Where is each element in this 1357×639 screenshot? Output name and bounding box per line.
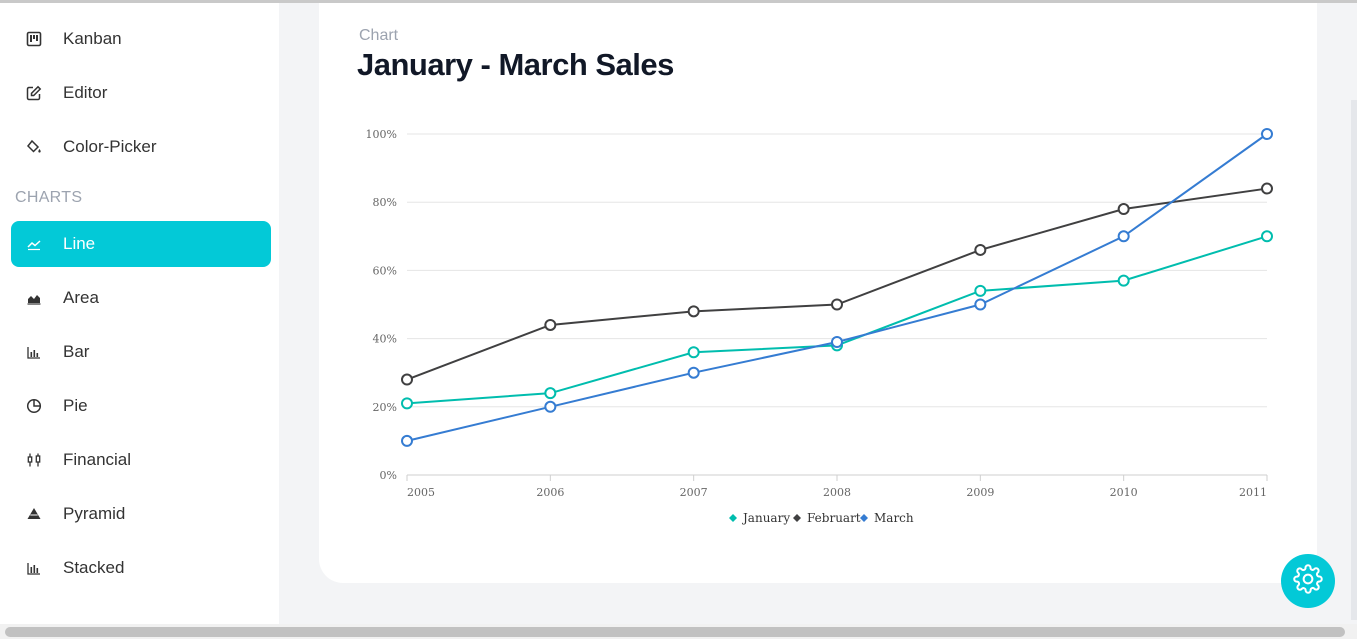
stacked-chart-icon: [25, 559, 43, 577]
data-point-march: [974, 298, 987, 311]
sidebar-item-bar[interactable]: Bar: [11, 329, 271, 375]
legend-marker: [729, 514, 737, 522]
page-title: January - March Sales: [357, 47, 674, 82]
data-point-februart: [974, 243, 987, 256]
data-point-january: [544, 387, 557, 400]
x-tick-label: 2006: [536, 486, 564, 499]
data-point-january: [974, 284, 987, 297]
x-tick-label: 2011: [1239, 486, 1267, 499]
kanban-icon: [25, 30, 43, 48]
gear-icon: [1293, 563, 1323, 599]
sidebar-item-pyramid[interactable]: Pyramid: [11, 491, 271, 537]
data-point-februart: [401, 373, 413, 386]
sidebar-item-stacked[interactable]: Stacked: [11, 545, 271, 591]
sidebar-item-color-picker[interactable]: Color-Picker: [11, 124, 271, 170]
data-point-january: [1261, 230, 1273, 243]
y-tick-label: 0%: [380, 469, 397, 482]
y-tick-label: 60%: [373, 264, 397, 277]
data-point-march: [687, 366, 700, 379]
chart-card: Chart January - March Sales 0% 20% 40% 60% 8…: [319, 3, 1317, 583]
sidebar-item-label: Bar: [63, 342, 90, 361]
sidebar-item-label: Pyramid: [63, 504, 126, 523]
sidebar: Kanban Editor Color-Picker CHARTS Line A…: [0, 3, 279, 624]
candlestick-icon: [25, 451, 43, 469]
sidebar-item-label: Color-Picker: [63, 137, 157, 156]
data-point-january: [1117, 274, 1130, 287]
line-chart-icon: [25, 235, 43, 253]
line-chart: 0% 20% 40% 60% 80% 100% 2005 2006 2007 2008 2009 20…: [366, 128, 1273, 525]
sidebar-item-pie[interactable]: Pie: [11, 383, 271, 429]
legend-label: January: [741, 511, 790, 525]
sidebar-item-label: Area: [63, 288, 99, 307]
y-tick-label: 40%: [373, 333, 397, 346]
data-point-februart: [1261, 182, 1273, 195]
sidebar-item-label: Financial: [63, 450, 132, 469]
legend-marker: [860, 514, 868, 522]
area-chart-icon: [25, 289, 43, 307]
settings-button[interactable]: [1281, 554, 1335, 608]
sidebar-item-label: Kanban: [63, 29, 122, 48]
x-tick-label: 2007: [680, 486, 708, 499]
data-point-march: [544, 400, 557, 413]
sidebar-item-area[interactable]: Area: [11, 275, 271, 321]
data-point-februart: [687, 305, 700, 318]
data-point-februart: [544, 318, 557, 331]
data-point-january: [401, 397, 413, 410]
vertical-scrollbar[interactable]: [1351, 100, 1357, 620]
x-tick-label: 2010: [1110, 486, 1138, 499]
data-point-februart: [1117, 203, 1130, 216]
edit-icon: [25, 84, 43, 102]
data-point-march: [1117, 230, 1130, 243]
horizontal-scrollbar[interactable]: [0, 624, 1357, 639]
sidebar-item-financial[interactable]: Financial: [11, 437, 271, 483]
legend-label: Februart: [807, 511, 861, 525]
sidebar-item-kanban[interactable]: Kanban: [11, 16, 271, 62]
y-tick-label: 20%: [373, 401, 397, 414]
sidebar-item-label: Pie: [63, 396, 88, 415]
sidebar-item-label: Stacked: [63, 558, 125, 577]
x-tick-label: 2009: [966, 486, 994, 499]
data-point-februart: [831, 298, 843, 311]
data-point-march: [831, 336, 843, 349]
horizontal-scrollbar-thumb[interactable]: [5, 627, 1345, 637]
pyramid-icon: [25, 505, 43, 523]
top-border: [0, 0, 1357, 3]
legend-label: March: [874, 511, 914, 525]
sidebar-item-line[interactable]: Line: [11, 221, 271, 267]
sidebar-item-editor[interactable]: Editor: [11, 70, 271, 116]
data-point-january: [687, 346, 700, 359]
x-tick-label: 2005: [407, 486, 435, 499]
paint-bucket-icon: [25, 138, 43, 156]
series-line-january: [406, 235, 1268, 405]
data-point-march: [401, 434, 413, 447]
bar-chart-icon: [25, 343, 43, 361]
pie-chart-icon: [25, 397, 43, 415]
y-tick-label: 100%: [366, 128, 397, 141]
legend-marker: [793, 514, 801, 522]
x-tick-label: 2008: [823, 486, 851, 499]
data-point-march: [1261, 128, 1273, 140]
y-tick-label: 80%: [373, 196, 397, 209]
card-subtitle: Chart: [359, 27, 399, 44]
section-title-charts: CHARTS: [15, 189, 83, 206]
sidebar-item-label: Line: [63, 234, 96, 253]
sidebar-item-label: Editor: [63, 83, 108, 102]
